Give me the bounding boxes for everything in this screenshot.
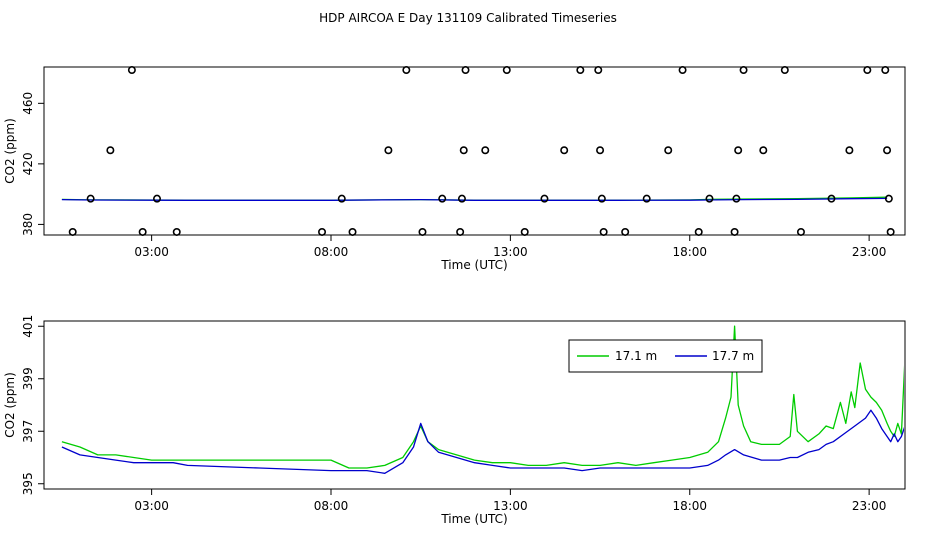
data-point-marker [520, 227, 529, 236]
x-tick-label: 13:00 [493, 499, 528, 513]
chart-title: HDP AIRCOA E Day 131109 Calibrated Times… [319, 11, 617, 25]
data-point-marker [845, 146, 854, 155]
plot-area [61, 325, 904, 474]
y-axis-label: CO2 (ppm) [3, 118, 17, 184]
data-point-marker [318, 227, 327, 236]
bottom-panel: 03:00 08:00 13:00 18:00 23:00 395 397 399 401 Tim… [3, 315, 906, 526]
data-point-marker [138, 227, 147, 236]
data-point-marker [780, 66, 789, 75]
top-panel: 03:00 08:00 13:00 18:00 23:00 380 420 460 Time (… [3, 66, 906, 272]
data-point-marker [730, 227, 739, 236]
x-tick-label: 18:00 [672, 499, 707, 513]
series-line-blue [61, 197, 888, 201]
y-tick-label: 401 [21, 315, 35, 338]
data-point-marker [438, 194, 447, 203]
data-point-marker [886, 227, 895, 236]
x-tick-label: 18:00 [672, 245, 707, 259]
x-tick-label: 03:00 [134, 499, 169, 513]
data-point-marker [883, 146, 892, 155]
data-point-marker [106, 146, 115, 155]
data-point-marker [664, 146, 673, 155]
data-point-marker [68, 227, 77, 236]
series-line-green [61, 325, 904, 469]
y-axis-label: CO2 (ppm) [3, 372, 17, 438]
data-point-marker [734, 146, 743, 155]
x-tick-label: 13:00 [493, 245, 528, 259]
x-tick-label: 08:00 [314, 245, 349, 259]
data-point-marker [172, 227, 181, 236]
legend: 17.1 m 17.7 m [568, 339, 763, 373]
data-point-marker [384, 146, 393, 155]
data-point-marker [457, 194, 466, 203]
legend-label: 17.7 m [712, 349, 754, 363]
data-point-marker [596, 146, 605, 155]
y-tick-label: 399 [21, 367, 35, 390]
x-tick-label: 23:00 [852, 499, 887, 513]
data-point-marker [540, 194, 549, 203]
data-point-marker [759, 146, 768, 155]
data-point-marker [560, 146, 569, 155]
data-point-marker [456, 227, 465, 236]
series-line-blue [61, 409, 904, 474]
x-axis-label: Time (UTC) [440, 258, 507, 272]
x-tick-label: 03:00 [134, 245, 169, 259]
data-point-marker [796, 227, 805, 236]
data-point-marker [481, 146, 490, 155]
y-tick-label: 380 [21, 213, 35, 236]
data-point-marker [86, 194, 95, 203]
data-point-marker [597, 194, 606, 203]
data-point-marker [739, 66, 748, 75]
data-point-marker [881, 66, 890, 75]
data-point-marker [827, 194, 836, 203]
data-point-marker [594, 66, 603, 75]
legend-label: 17.1 m [615, 349, 657, 363]
data-point-marker [599, 227, 608, 236]
data-point-marker [621, 227, 630, 236]
data-point-marker [732, 194, 741, 203]
data-point-marker [127, 66, 136, 75]
data-point-marker [402, 66, 411, 75]
y-tick-label: 395 [21, 472, 35, 495]
data-point-marker [576, 66, 585, 75]
x-tick-label: 23:00 [852, 245, 887, 259]
data-point-marker [418, 227, 427, 236]
data-point-marker [461, 66, 470, 75]
data-point-marker [459, 146, 468, 155]
data-point-marker [884, 194, 893, 203]
x-tick-label: 08:00 [314, 499, 349, 513]
data-point-marker [694, 227, 703, 236]
y-tick-label: 420 [21, 152, 35, 175]
plot-area [61, 196, 888, 201]
data-point-marker [863, 66, 872, 75]
plot-frame [43, 66, 906, 236]
data-point-marker [502, 66, 511, 75]
data-point-marker [642, 194, 651, 203]
plot-frame [43, 320, 906, 490]
y-tick-label: 460 [21, 92, 35, 115]
x-axis-label: Time (UTC) [440, 512, 507, 526]
data-point-marker [337, 194, 346, 203]
data-point-marker [678, 66, 687, 75]
data-point-marker [348, 227, 357, 236]
data-point-marker [705, 194, 714, 203]
data-point-marker [153, 194, 162, 203]
y-tick-label: 397 [21, 420, 35, 443]
